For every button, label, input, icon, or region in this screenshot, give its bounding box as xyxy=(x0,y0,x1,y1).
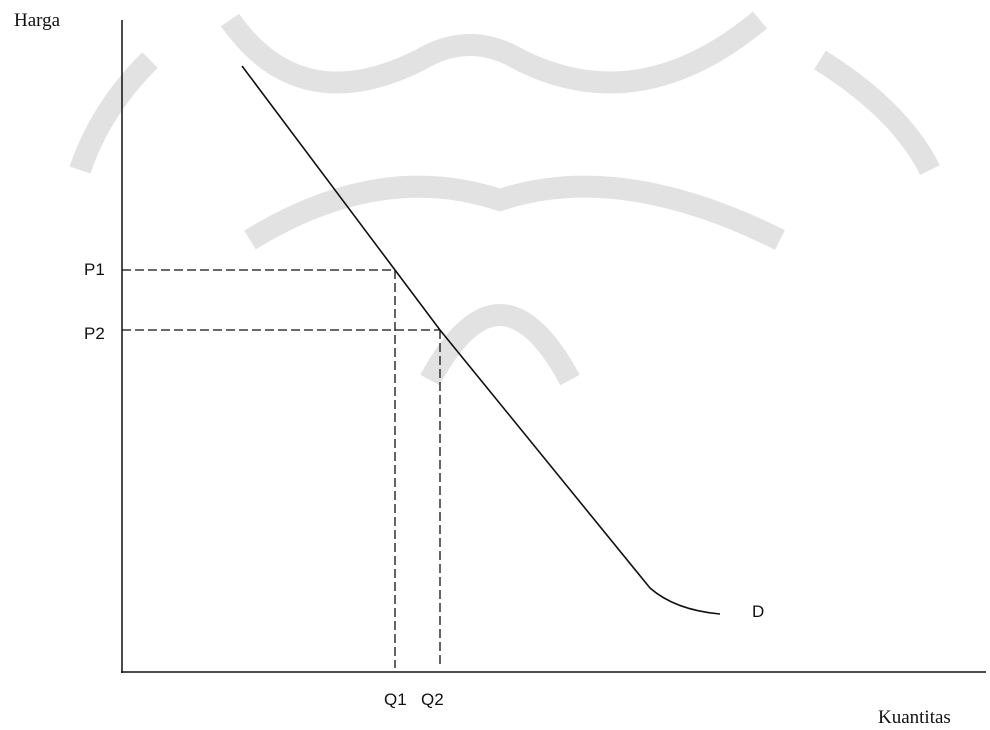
price-label: P1 xyxy=(84,260,105,279)
watermark xyxy=(80,20,930,380)
quantity-label: Q1 xyxy=(384,690,407,709)
watermark-shape xyxy=(230,20,760,83)
watermark-shape xyxy=(820,60,930,170)
x-axis-label: Kuantitas xyxy=(878,707,951,728)
demand-diagram: Harga Kuantitas P1 P2 Q1 Q2 D xyxy=(0,0,990,730)
watermark-shape xyxy=(250,187,780,240)
watermark-shape xyxy=(80,60,150,170)
demand-curve xyxy=(242,66,720,614)
curve-label: D xyxy=(752,602,764,621)
watermark-shape xyxy=(430,315,570,380)
y-axis-label: Harga xyxy=(14,10,61,31)
price-label: P2 xyxy=(84,324,105,343)
quantity-label: Q2 xyxy=(421,690,444,709)
